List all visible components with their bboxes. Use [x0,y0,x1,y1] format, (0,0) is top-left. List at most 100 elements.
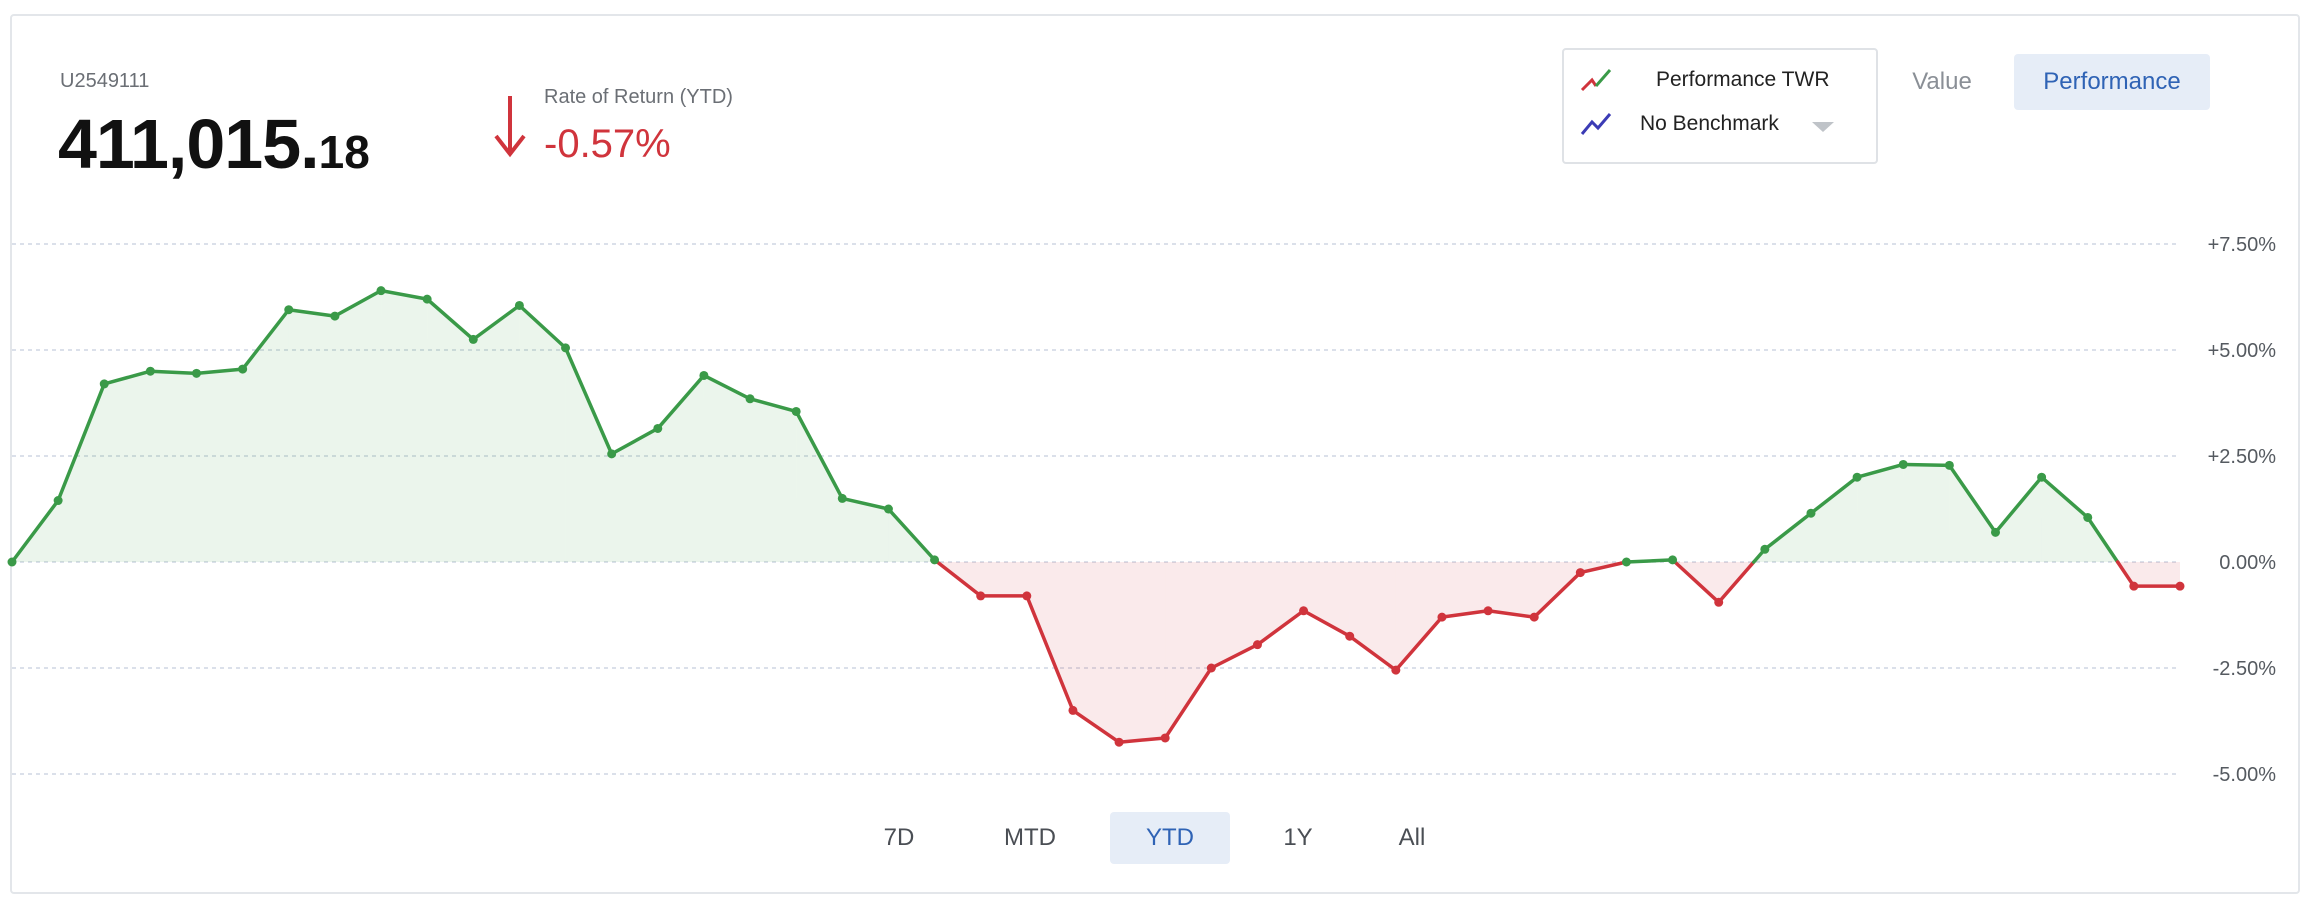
range-button-1y[interactable]: 1Y [1283,824,1313,851]
range-button-mtd[interactable]: MTD [1004,824,1056,851]
series-line-segment [56,382,107,503]
balance-decimal: 18 [318,126,370,178]
data-point [2129,581,2139,591]
data-point [1114,737,1124,747]
data-point [1806,508,1816,518]
area-fill-positive [427,299,474,562]
data-point [1252,640,1262,650]
data-point [607,449,617,459]
series-line-segment [1855,462,1905,479]
area-fill-positive [1810,477,1858,562]
green-red-trend-icon [1580,69,1612,92]
series-line-segment [1993,475,2044,535]
data-point [2037,472,2047,482]
area-fill-positive [58,383,105,562]
area-fill-positive [750,398,797,562]
range-button-all[interactable]: All [1398,824,1426,851]
series-line-segment [10,498,60,564]
data-point [330,311,340,321]
area-fill-positive [104,371,151,562]
data-point [1529,612,1539,622]
series-line-segment [102,369,153,386]
data-point [468,334,478,344]
series-line-segment [1901,462,1952,468]
area-fill-negative [2133,562,2180,587]
series-line-segment [1071,708,1121,744]
y-tick-label: -5.00% [2213,764,2277,786]
data-point [1483,606,1493,616]
data-point [1621,557,1631,567]
series-line-segment [148,369,199,376]
area-fill-negative [1441,562,1489,618]
series-line-segment [1578,560,1629,575]
series-line-segment [1255,609,1306,647]
series-line-segment [1532,570,1583,619]
data-point [1760,544,1770,554]
range-button-ytd[interactable]: YTD [1110,812,1230,864]
chevron-down-icon [1812,122,1834,132]
data-point [1160,733,1170,743]
area-fill-positive [1995,477,2042,562]
series-line-segment [563,346,614,456]
benchmark-label: No Benchmark [1640,112,1779,135]
series-line-segment [702,373,752,401]
data-point [1944,460,1954,470]
area-fill-positive [842,498,889,562]
down-arrow-icon [494,96,526,158]
y-tick-label: +2.50% [2208,446,2277,468]
area-fill-negative [1395,562,1442,671]
series-line-segment [886,507,937,562]
legend-series-row[interactable]: Performance TWR [1578,62,1868,98]
data-point [238,364,248,374]
data-point [1345,631,1355,641]
area-fill-positive [657,375,704,562]
area-fill-negative [1488,562,1535,618]
value-toggle-button[interactable]: Value [1912,68,1972,95]
area-fill-negative [1257,562,1304,645]
area-fill-positive [1857,464,1904,562]
area-fill-negative [1119,562,1166,743]
data-point [1852,472,1862,482]
performance-toggle-button[interactable]: Performance [2014,54,2210,110]
benchmark-dropdown[interactable]: No Benchmark [1578,106,1868,142]
series-line-segment [840,496,891,511]
data-point [1391,665,1401,675]
data-point [2175,581,2185,591]
series-line-segment [1347,634,1398,672]
series-line-segment [194,367,245,376]
area-fill-positive [565,347,612,562]
data-point [561,343,571,353]
area-fill-positive [1764,513,1811,562]
series-line-segment [1440,609,1490,619]
series-line-segment [240,307,291,371]
data-point [422,294,432,304]
series-line-segment [1394,615,1444,672]
area-fill-positive [796,411,843,562]
range-button-7d[interactable]: 7D [883,824,915,851]
series-line-segment [333,288,383,318]
account-balance: 411,015.18 [58,104,370,184]
legend-selector: Performance TWR No Benchmark [1562,48,1878,164]
series-line-segment [2039,475,2090,520]
series-line-segment [1673,560,1721,605]
data-point [1206,663,1216,673]
series-line-segment [1301,609,1352,638]
data-point [1990,527,2000,537]
data-point [514,300,524,310]
data-point [376,286,386,296]
series-line-segment [1624,558,1675,564]
series-line-segment [425,297,476,342]
area-fill-negative [1211,562,1258,668]
series-line-segment [935,560,983,598]
area-fill-positive [1903,464,1950,562]
data-point [7,557,17,567]
series-line-segment [471,303,522,342]
series-line-segment [2115,560,2136,588]
series-line-segment [287,307,337,318]
area-fill-negative [1303,562,1350,637]
series-line-segment [1025,594,1075,713]
series-line-segment [1947,463,1998,535]
data-point [837,493,847,503]
series-line-segment [1486,609,1536,619]
